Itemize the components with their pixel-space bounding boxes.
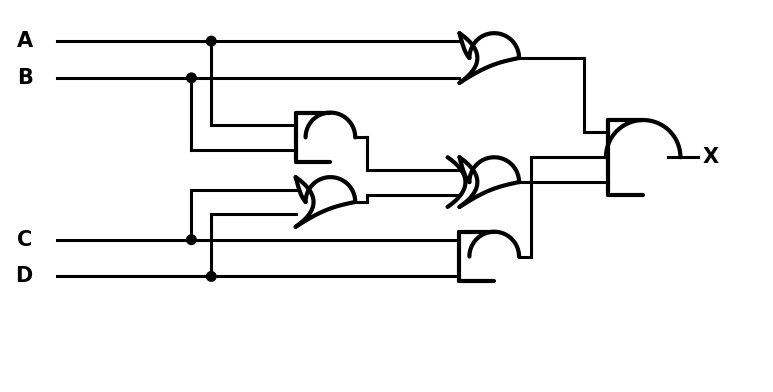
Text: B: B	[17, 68, 32, 88]
Text: A: A	[16, 31, 32, 51]
Circle shape	[206, 272, 216, 281]
Text: X: X	[703, 147, 719, 167]
Circle shape	[186, 73, 196, 83]
Circle shape	[206, 36, 216, 46]
Circle shape	[186, 235, 196, 245]
Text: D: D	[15, 267, 32, 287]
Text: C: C	[17, 230, 32, 250]
